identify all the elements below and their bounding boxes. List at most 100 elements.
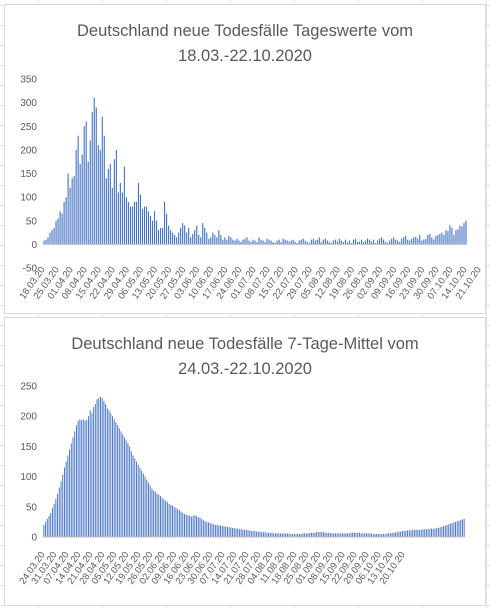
bar [65,197,67,245]
bar [434,528,436,537]
bar [268,532,270,537]
bar [423,239,425,245]
bar [304,533,306,537]
bar [412,529,414,537]
bar [296,242,298,245]
bar [248,240,250,245]
bar [250,530,252,537]
bar [158,494,160,537]
bar [107,168,109,245]
chart-7day-average[interactable]: Deutschland neue Todesfälle 7-Tage-Mitte… [4,317,486,606]
bar [233,527,235,537]
bar [344,239,346,245]
bar [139,194,142,245]
bar [256,531,258,537]
bar [189,515,191,537]
bar [202,223,204,245]
bar [192,233,194,245]
bar [118,428,120,537]
bar [85,121,87,245]
bar [431,528,433,537]
bar [153,211,156,245]
bar [441,526,443,537]
bar [329,532,331,537]
bar [202,520,204,537]
chart-daily-deaths[interactable]: Deutschland neue Todesfälle Tageswerte v… [4,4,486,314]
bar [198,234,200,245]
bar [401,238,403,245]
bar [133,201,135,245]
bar [458,520,460,537]
bar [252,239,254,245]
bar [148,482,149,537]
bar [188,227,190,245]
bar [69,449,71,537]
bar [113,419,115,537]
bar [50,512,52,537]
chart-title-line-1: Deutschland neue Todesfälle 7-Tage-Mitte… [71,335,419,353]
bar [51,508,53,537]
bar [143,206,146,245]
y-tick-label: 100 [20,472,37,483]
bar [379,238,381,245]
bar [240,242,242,245]
bar [280,242,282,245]
y-tick-label: 350 [20,75,37,86]
bar [377,240,379,245]
bar [238,240,240,245]
bar [336,241,338,245]
bar [411,238,413,245]
bar [290,533,292,537]
bar [298,533,300,537]
chart-title-line-1: Deutschland neue Todesfälle Tageswerte v… [76,22,414,40]
bar [439,527,441,537]
bar [448,524,450,537]
bar [453,234,455,245]
bar [204,521,206,537]
bar [216,524,218,537]
bar [393,237,395,245]
bar [137,182,140,245]
y-tick-label: 200 [20,412,37,423]
bar [124,437,125,537]
bar [170,230,172,245]
bar [75,149,77,245]
bar [413,237,415,245]
bar [168,225,170,245]
bar [261,532,263,537]
bar [417,238,419,245]
bar [348,533,350,537]
bar [298,240,300,245]
bar [388,533,390,537]
bar [449,225,451,245]
bar [139,467,141,537]
bar [379,533,381,537]
y-tick-label: 150 [20,169,37,180]
bar [149,216,152,245]
bar [285,533,287,537]
bar [309,532,311,537]
bar [322,239,324,245]
bar [408,530,410,537]
bar [276,240,278,245]
bar [393,532,395,537]
bar [254,530,256,537]
y-tick-label: 100 [20,193,37,204]
bar [250,242,252,245]
bar [182,512,184,537]
bar [321,532,323,537]
bar [456,521,458,537]
bar [465,220,467,245]
bar [269,532,271,537]
bar [431,237,433,245]
bar [373,239,375,245]
bar [259,531,261,537]
bar [355,532,357,537]
bar [437,527,439,537]
bar [213,524,215,537]
bar [101,398,103,537]
bar [199,517,201,537]
bar [324,532,326,537]
bar [51,230,53,245]
bar [242,239,244,245]
